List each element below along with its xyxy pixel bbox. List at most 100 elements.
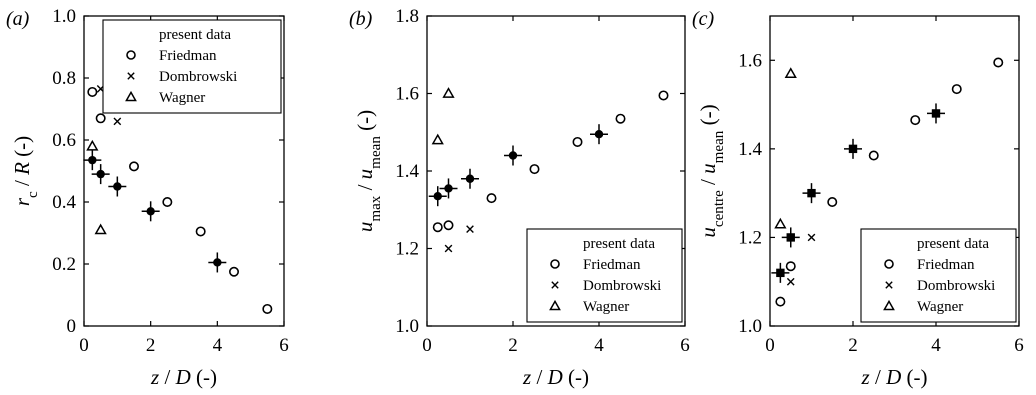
series-dombrowski	[786, 233, 816, 286]
data-point	[993, 57, 1004, 68]
data-point	[572, 136, 583, 147]
legend-entry: Friedman	[159, 48, 217, 64]
panel-label: (c)	[692, 8, 715, 30]
data-point	[431, 133, 444, 145]
data-point	[442, 87, 455, 98]
data-point	[776, 268, 785, 278]
data-point	[88, 155, 97, 165]
data-point	[444, 184, 453, 193]
legend-symbol	[549, 299, 561, 311]
legend-symbol	[125, 90, 137, 102]
series-present-data	[771, 103, 945, 283]
x-axis-label: z / D (-)	[861, 365, 928, 389]
data-point	[94, 223, 107, 235]
x-tick-label: 0	[79, 335, 89, 356]
y-tick-label: 1.0	[738, 316, 762, 337]
data-point	[529, 164, 540, 175]
series-friedman	[432, 90, 669, 233]
y-axis-label: ucentre / umean (-)	[696, 104, 727, 237]
y-axis-label: rc / R (-)	[10, 136, 41, 206]
series-wagner	[431, 87, 455, 145]
y-tick-label: 0.2	[52, 254, 76, 275]
y-tick-label: 1.8	[395, 6, 419, 27]
x-tick-label: 2	[146, 335, 156, 356]
x-tick-label: 6	[1014, 335, 1024, 356]
legend-symbol	[550, 259, 560, 269]
data-point	[784, 67, 797, 78]
y-tick-label: 1.2	[738, 227, 762, 248]
legend-entry: present data	[159, 27, 231, 43]
data-point	[486, 193, 497, 204]
data-point	[213, 258, 222, 267]
y-tick-label: 1.4	[738, 139, 762, 160]
data-point	[113, 182, 122, 191]
legend-symbol	[127, 72, 135, 80]
chart-panel-2: 0 2 4 6 1.0 1.2 1.4 1.6 1.8 z / D (-) umax / umean…	[349, 6, 690, 389]
y-tick-label: 0.8	[52, 68, 76, 89]
data-point	[129, 161, 140, 172]
series-dombrowski	[444, 225, 474, 253]
data-point	[775, 296, 786, 307]
x-tick-label: 6	[680, 335, 690, 356]
y-tick-label: 1.6	[395, 84, 419, 105]
legend-entry: Friedman	[917, 257, 975, 273]
data-point	[848, 144, 858, 154]
data-point	[86, 139, 99, 151]
x-tick-label: 4	[213, 335, 223, 356]
legend-symbol	[884, 259, 894, 269]
legend-symbol	[551, 281, 559, 289]
data-point	[910, 115, 921, 126]
data-point	[658, 90, 669, 101]
x-tick-label: 4	[931, 335, 941, 356]
series-present-data	[83, 150, 227, 273]
x-tick-label: 4	[594, 335, 604, 356]
legend-entry: Wagner	[583, 299, 629, 315]
legend-symbol	[883, 299, 895, 311]
data-point	[465, 174, 475, 183]
data-point	[96, 169, 105, 179]
series-friedman	[775, 57, 1004, 307]
legend-entry: present data	[583, 236, 655, 252]
legend: present data Friedman Dombrowski Wagner	[526, 228, 683, 323]
x-axis-label: z / D (-)	[150, 365, 217, 389]
data-point	[229, 266, 240, 277]
y-tick-label: 1.4	[395, 161, 419, 182]
plot-frame	[83, 15, 285, 327]
series-present-data	[428, 124, 608, 207]
panel-label: (b)	[349, 8, 373, 30]
y-tick-label: 1.0	[52, 6, 76, 27]
y-axis-label: umax / umean (-)	[353, 110, 384, 232]
data-point	[931, 109, 941, 118]
plot-frame	[769, 15, 1020, 327]
data-point	[443, 220, 454, 231]
data-point	[444, 244, 453, 253]
legend-entry: Dombrowski	[917, 278, 995, 294]
y-tick-label: 1.0	[395, 316, 419, 337]
y-tick-label: 1.2	[395, 239, 419, 260]
x-tick-label: 2	[848, 335, 858, 356]
series-friedman	[87, 86, 273, 314]
data-point	[195, 226, 206, 237]
series-wagner	[86, 139, 107, 235]
data-point	[87, 86, 98, 97]
legend-entry: Wagner	[917, 299, 963, 315]
data-point	[785, 261, 796, 272]
legend-entry: present data	[917, 236, 989, 252]
x-tick-label: 0	[765, 335, 775, 356]
data-point	[262, 303, 273, 314]
data-point	[786, 277, 795, 286]
legend-box	[102, 19, 282, 114]
y-tick-label: 0.6	[52, 130, 76, 151]
legend-symbol	[885, 281, 893, 289]
data-point	[807, 233, 816, 242]
data-point	[466, 225, 474, 233]
data-point	[594, 129, 604, 139]
data-point	[508, 151, 518, 160]
legend-entry: Dombrowski	[159, 69, 237, 85]
legend-entry: Wagner	[159, 90, 205, 106]
data-point	[807, 188, 816, 198]
legend: present data Friedman Dombrowski Wagner	[860, 228, 1017, 323]
legend-entry: Dombrowski	[583, 278, 661, 294]
legend-symbol	[126, 50, 136, 60]
